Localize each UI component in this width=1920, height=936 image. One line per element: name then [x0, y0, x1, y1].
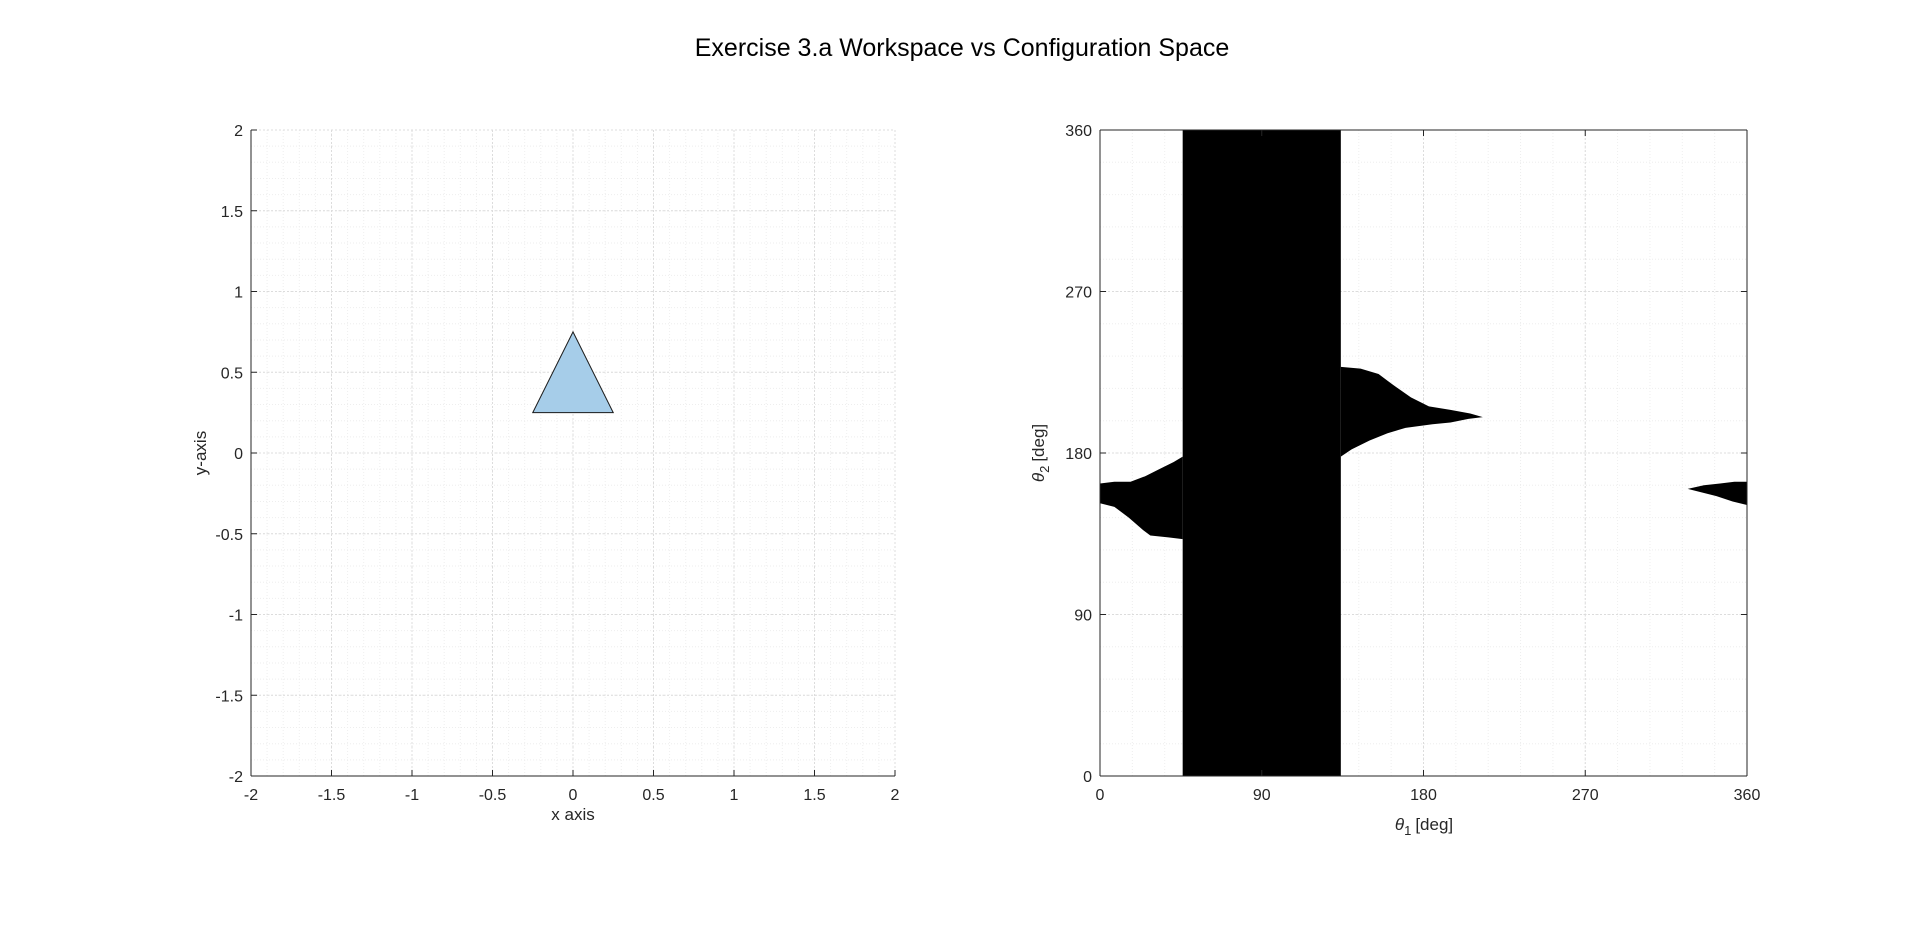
x-tick-label: -2	[244, 787, 258, 804]
workspace-x-axis-label: x axis	[551, 805, 594, 824]
collision-region-theta1-band	[1182, 130, 1341, 776]
x-tick-label: 180	[1410, 787, 1437, 804]
workspace-axes: -2 -1.5 -1 -0.5 0 0.5 1 1.5 2 -2 -1.5 -1 -0.5 0 0.5 1 1.…	[191, 123, 900, 824]
workspace-obstacle-layer	[531, 330, 615, 414]
x-tick-label: 0.5	[642, 787, 664, 804]
x-axis-label-symbol: θ	[1395, 815, 1405, 834]
y-tick-label: 0.5	[221, 365, 243, 382]
x-tick-label: -0.5	[479, 787, 507, 804]
y-tick-label: 90	[1074, 608, 1092, 625]
x-axis-label-unit: [deg]	[1415, 815, 1453, 834]
workspace-y-axis-label: y-axis	[191, 431, 210, 475]
configuration-space-y-axis-label: θ2 [deg]	[1029, 424, 1052, 482]
y-axis-label-subscript: 2	[1037, 466, 1052, 473]
y-tick-label: 1	[234, 285, 243, 302]
y-tick-label: 0	[234, 446, 243, 463]
configuration-space-ticks: 0 90 180 270 360 0 90 180 270 360	[1065, 123, 1760, 804]
workspace-ticks: -2 -1.5 -1 -0.5 0 0.5 1 1.5 2 -2 -1.5 -1 -0.5 0 0.5 1 1.…	[215, 123, 899, 804]
y-tick-label: 1.5	[221, 204, 243, 221]
x-tick-label: -1.5	[318, 787, 346, 804]
y-tick-label: 270	[1065, 285, 1092, 302]
x-tick-label: -1	[405, 787, 419, 804]
y-axis-label-unit: [deg]	[1029, 424, 1048, 462]
y-tick-label: -1.5	[215, 688, 243, 705]
y-tick-label: -1	[229, 608, 243, 625]
collision-region-left-lobe	[1100, 456, 1183, 540]
x-tick-label: 360	[1734, 787, 1761, 804]
triangle-obstacle	[531, 330, 615, 414]
x-tick-label: 90	[1253, 787, 1271, 804]
y-tick-label: 2	[234, 123, 243, 140]
y-tick-label: -2	[229, 769, 243, 786]
y-tick-label: 180	[1065, 446, 1092, 463]
x-axis-label-subscript: 1	[1404, 823, 1411, 838]
x-tick-label: 0	[569, 787, 578, 804]
configuration-space-x-axis-label: θ1 [deg]	[1395, 815, 1453, 838]
collision-region-right-lobe	[1687, 481, 1747, 506]
x-tick-label: 2	[891, 787, 900, 804]
y-tick-label: 0	[1083, 769, 1092, 786]
x-tick-label: 270	[1572, 787, 1599, 804]
y-tick-label: -0.5	[215, 527, 243, 544]
x-tick-label: 0	[1096, 787, 1105, 804]
x-tick-label: 1	[730, 787, 739, 804]
collision-region-middle-lobe	[1340, 366, 1483, 457]
figure-title: Exercise 3.a Workspace vs Configuration …	[695, 34, 1230, 62]
configuration-space-collision-layer	[1100, 130, 1747, 776]
y-tick-label: 360	[1065, 123, 1092, 140]
x-tick-label: 1.5	[803, 787, 825, 804]
y-axis-label-symbol: θ	[1029, 472, 1048, 482]
